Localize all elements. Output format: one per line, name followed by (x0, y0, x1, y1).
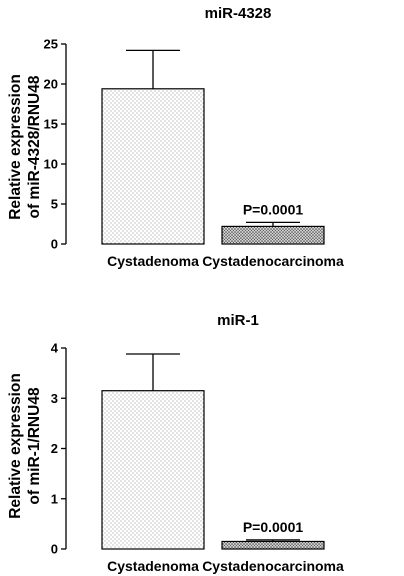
x-category-label: Cystadenocarcinoma (202, 253, 344, 269)
x-category-label: Cystadenocarcinoma (202, 558, 344, 574)
y-tick-label: 25 (44, 37, 58, 52)
chart-title: miR-1 (217, 312, 259, 329)
plot-area: 0 5 10 15 20 25 Cystadenoma Cystadenocarcinoma P… (44, 37, 344, 270)
bar-cystadenoma (101, 88, 205, 245)
y-tick-label: 0 (51, 237, 58, 252)
bar-cystadenocarcinoma (221, 225, 325, 245)
bar-cystadenocarcinoma (221, 540, 325, 550)
y-axis-label-line-2: of miR-4328/RNU48 (26, 75, 43, 218)
y-tick-label: 10 (44, 157, 58, 172)
y-axis-label-line-1: Relative expression (7, 74, 24, 220)
bar-cystadenoma (101, 390, 205, 550)
y-tick-label: 1 (51, 491, 58, 506)
chart-mir-1: miR-1 Relative expression of miR-1/RNU48… (7, 312, 344, 574)
x-category-label: Cystadenoma (107, 558, 199, 574)
y-tick-label: 20 (44, 77, 58, 92)
y-tick-label: 0 (51, 542, 58, 557)
chart-mir-4328: miR-4328 Relative expression of miR-4328… (7, 5, 344, 269)
y-tick-label: 4 (51, 341, 59, 356)
y-tick-label: 2 (51, 441, 58, 456)
y-tick-label: 5 (51, 197, 58, 212)
p-value-annotation: P=0.0001 (243, 519, 304, 535)
chart-title: miR-4328 (205, 5, 272, 22)
y-axis-label-line-1: Relative expression (7, 373, 24, 519)
y-axis-label-line-2: of miR-1/RNU48 (26, 387, 43, 505)
y-tick-label: 15 (44, 117, 58, 132)
plot-area: 0 1 2 3 4 Cystadenoma Cystadenocarcinoma P=0.00… (51, 341, 344, 575)
y-tick-label: 3 (51, 391, 58, 406)
p-value-annotation: P=0.0001 (243, 201, 304, 217)
x-category-label: Cystadenoma (107, 253, 199, 269)
